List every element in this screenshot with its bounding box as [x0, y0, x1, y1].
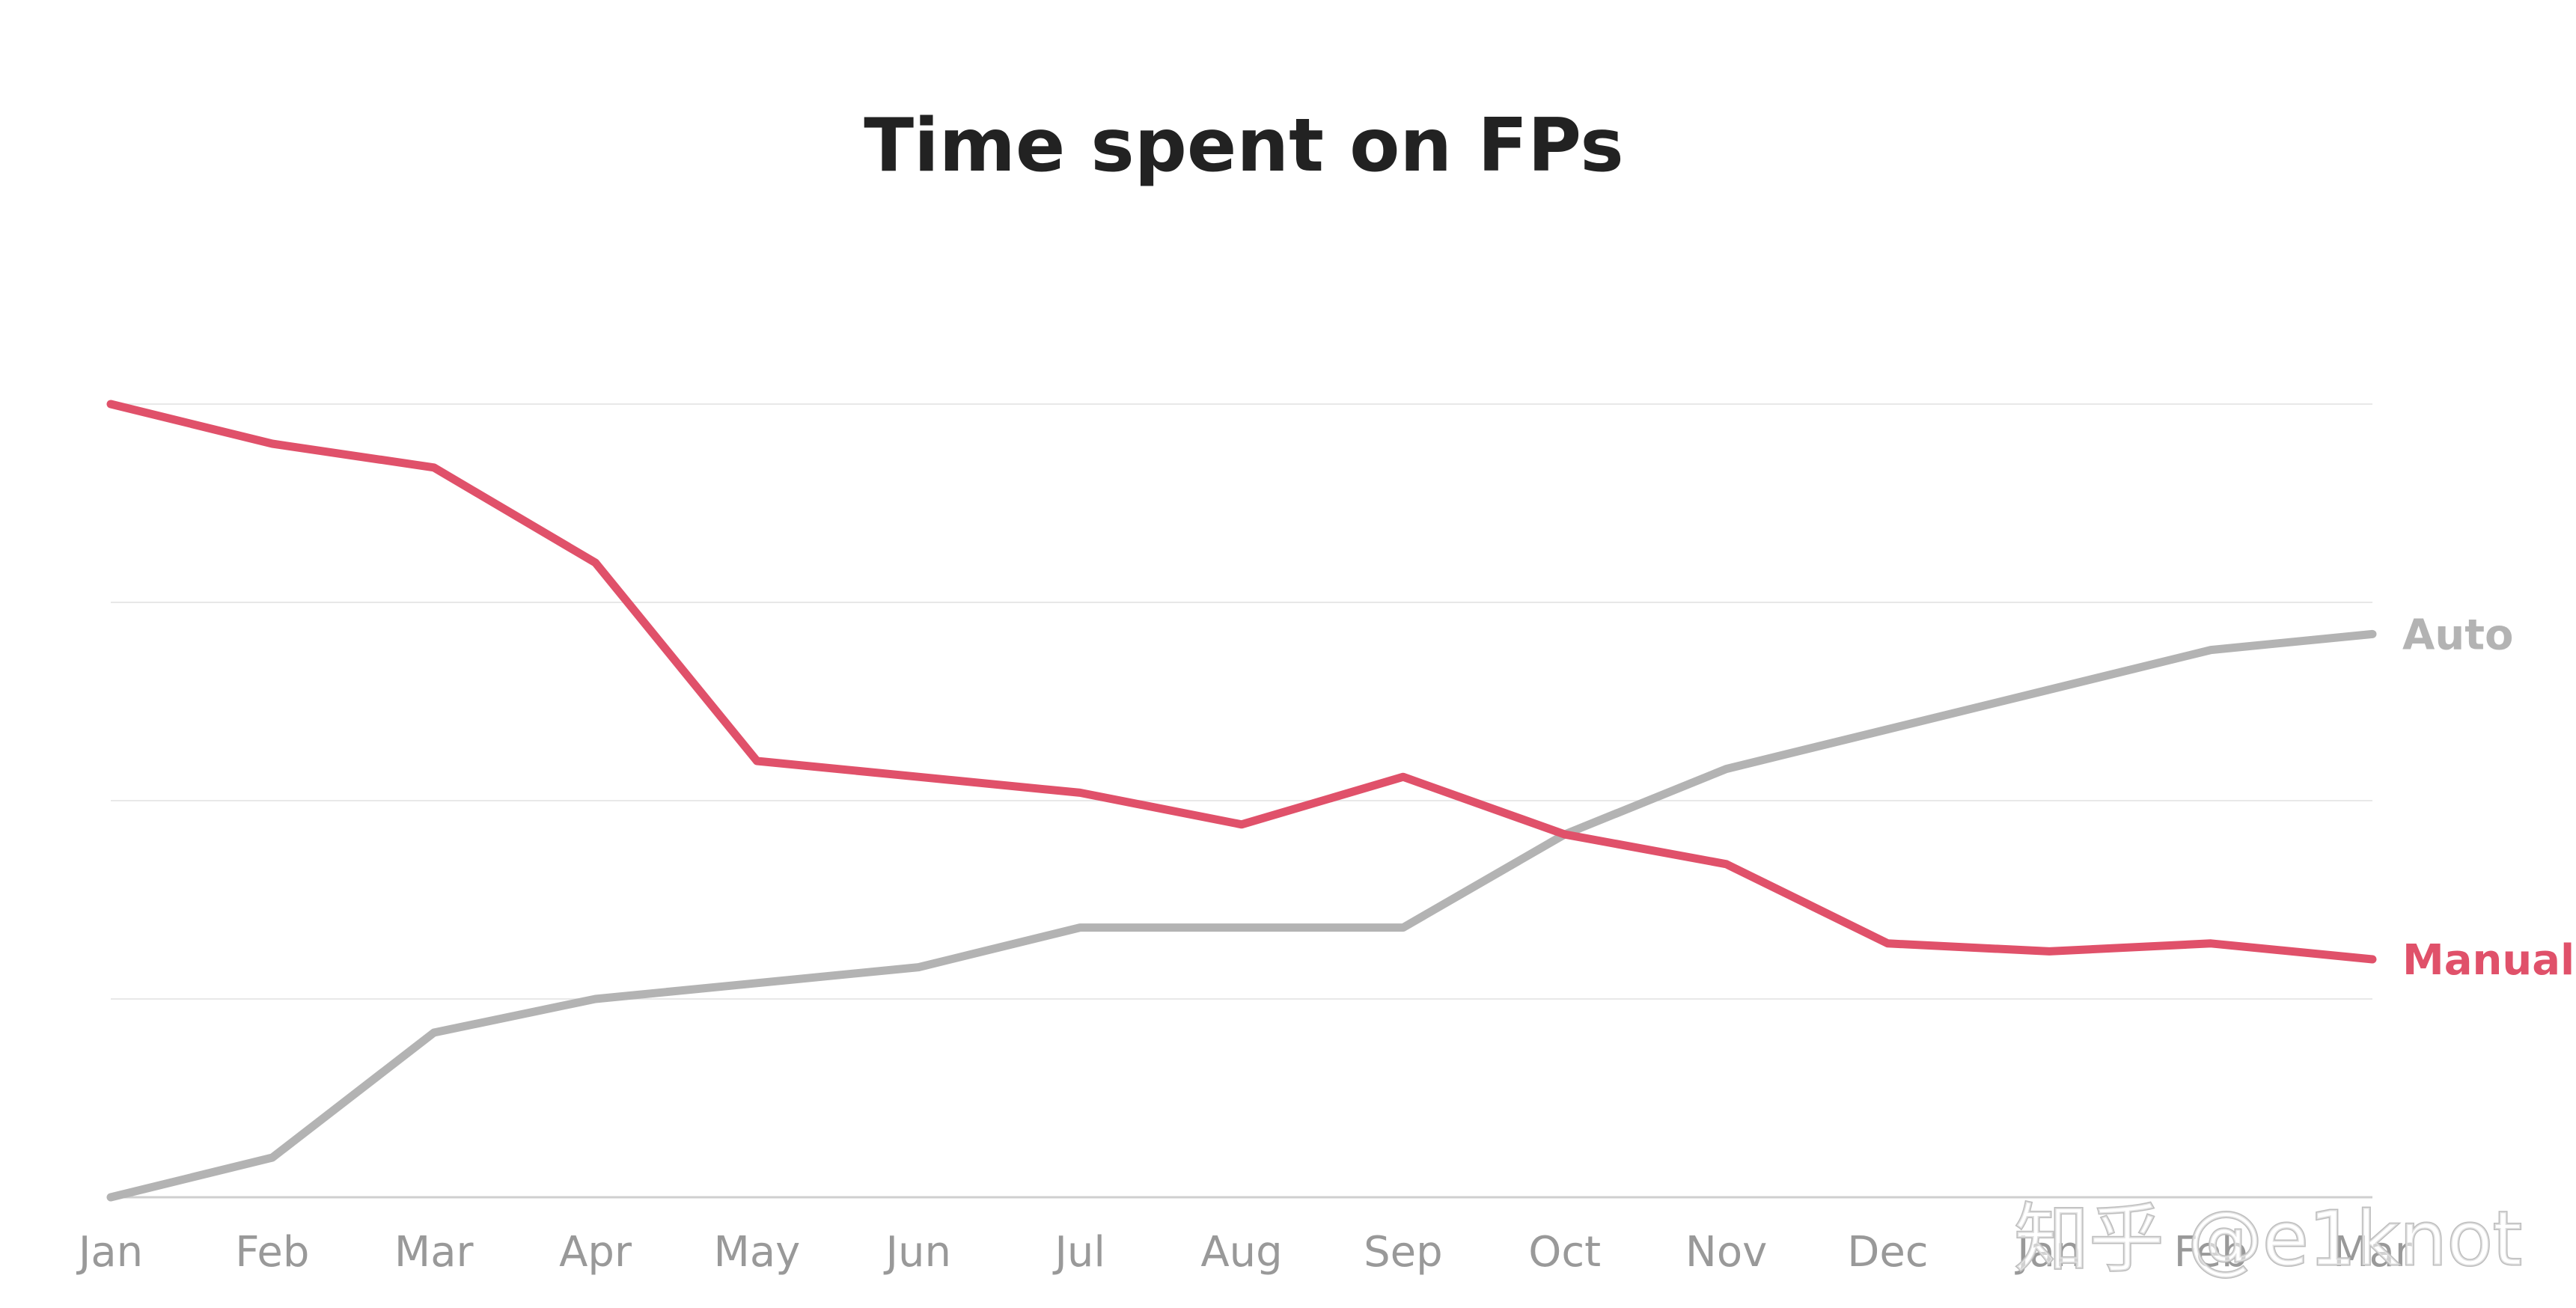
series-labels: Auto Manual [2402, 611, 2575, 985]
chart-title: Time spent on FPs [864, 103, 1623, 189]
x-tick-label: Apr [559, 1228, 632, 1277]
x-tick-label: Sep [1364, 1228, 1443, 1277]
x-tick-label: Feb [235, 1228, 309, 1277]
x-tick-label: Jul [1052, 1228, 1105, 1277]
x-tick-label: Mar [394, 1228, 474, 1277]
x-tick-label: May [714, 1228, 801, 1277]
x-tick-label: Aug [1200, 1228, 1282, 1277]
x-tick-label: Jun [884, 1228, 952, 1277]
watermark-text: 知乎 @e1knot [2014, 1195, 2522, 1283]
series-line-manual [106, 400, 2377, 964]
x-tick-label: Nov [1685, 1228, 1767, 1277]
x-tick-label: Oct [1528, 1228, 1601, 1277]
series-lines [106, 400, 2377, 1202]
x-tick-label: Mar [2333, 1228, 2413, 1277]
x-axis-tick-labels: Jan Feb Mar Apr May Jun Jul Aug Sep Oct Nov Dec Jan F… [76, 1228, 2413, 1277]
x-tick-label: Jan [2015, 1228, 2081, 1277]
series-label-auto: Auto [2402, 611, 2513, 659]
gridlines [111, 403, 2372, 1199]
series-line-auto [106, 629, 2377, 1202]
x-tick-label: Jan [76, 1228, 143, 1277]
x-tick-label: Dec [1847, 1228, 1928, 1277]
x-tick-label: Feb [2174, 1228, 2248, 1277]
series-label-manual: Manual [2402, 936, 2575, 985]
